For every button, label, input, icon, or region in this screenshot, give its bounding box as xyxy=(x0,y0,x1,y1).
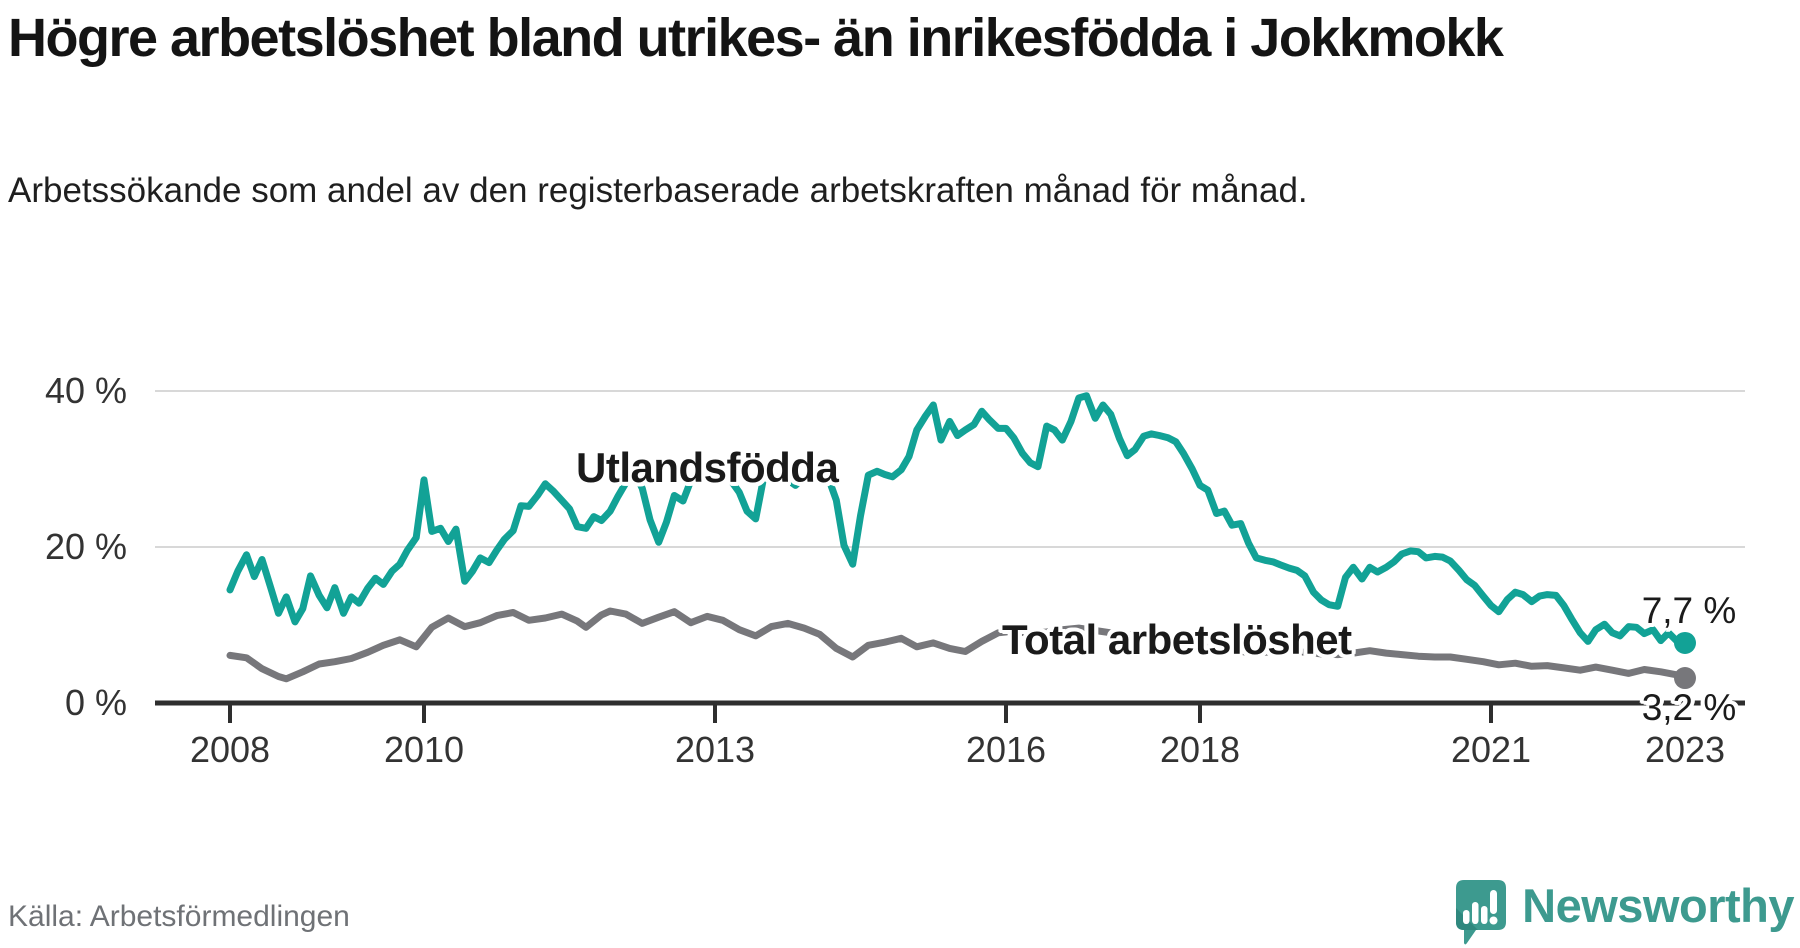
page-title: Högre arbetslöshet bland utrikes- än inr… xyxy=(8,8,1504,68)
y-tick-label-20: 20 % xyxy=(45,526,127,567)
x-tick-label-2023: 2023 xyxy=(1645,729,1725,770)
series-label-utlandsfodda: Utlandsfödda xyxy=(576,444,839,491)
x-tick-label-2008: 2008 xyxy=(190,729,270,770)
series-label-total-arbetsloshet: Total arbetslöshet xyxy=(1002,616,1352,663)
series-line-0 xyxy=(226,392,1689,647)
x-tick-label-2010: 2010 xyxy=(384,729,464,770)
series-end-dot-0 xyxy=(1674,631,1696,654)
x-tick-label-2018: 2018 xyxy=(1160,729,1240,770)
chart-subtitle: Arbetssökande som andel av den registerb… xyxy=(8,171,1308,210)
x-tick-label-2021: 2021 xyxy=(1451,729,1531,770)
y-tick-label-0: 0 % xyxy=(65,682,127,723)
source-note: Källa: Arbetsförmedlingen xyxy=(8,900,350,933)
x-tick-label-2013: 2013 xyxy=(675,729,755,770)
newsworthy-brand: Newsworthy xyxy=(1450,872,1794,948)
x-tick-label-2016: 2016 xyxy=(966,729,1046,770)
series-end-dot-1 xyxy=(1674,667,1696,690)
end-value-label-total: 3,2 % xyxy=(1641,687,1737,728)
newsworthy-logo-icon xyxy=(1456,880,1507,945)
series-line-1 xyxy=(226,607,1689,683)
end-value-label-utlandsfodda: 7,7 % xyxy=(1641,590,1737,631)
y-tick-label-40: 40 % xyxy=(45,370,127,411)
newsworthy-brand-name: Newsworthy xyxy=(1522,878,1794,932)
